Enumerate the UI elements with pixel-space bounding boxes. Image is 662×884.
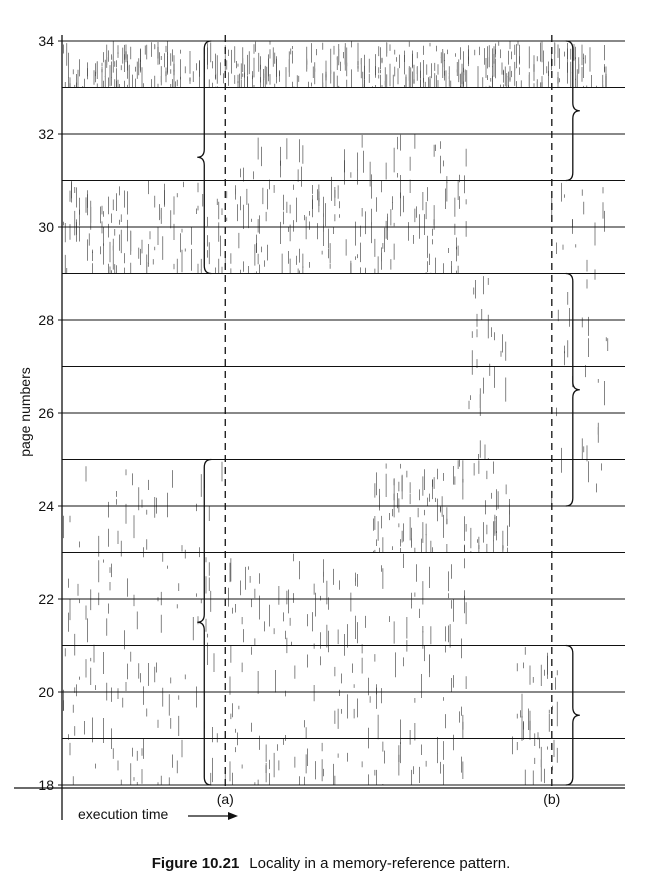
figure-number: Figure 10.21 [151,855,240,872]
memory-references [61,41,609,785]
time-marker-label: (b) [543,791,560,807]
axes [14,35,625,820]
locality-brace [565,272,580,507]
locality-brace [197,40,212,275]
reference-band [61,41,607,88]
x-axis-label: execution time [78,806,168,822]
figure-caption: Figure 10.21 Locality in a memory-referen… [0,855,662,872]
locality-braces [197,40,580,786]
y-tick-label: 20 [38,684,54,700]
time-marker-label: (a) [217,791,234,807]
page-grid-lines [62,40,625,786]
reference-band [230,134,467,274]
y-tick-labels: 18 20 22 24 26 28 30 32 34 [38,33,62,793]
locality-brace [565,40,580,182]
y-tick-label: 32 [38,126,54,142]
y-tick-label: 24 [38,498,54,514]
x-axis-arrow [188,812,238,820]
reference-band [63,180,228,274]
reference-band [230,553,467,785]
figure-caption-text: Locality in a memory-reference pattern. [249,855,511,872]
reference-band [512,647,558,785]
locality-brace [565,644,580,786]
y-tick-label: 18 [38,777,54,793]
locality-brace [197,458,212,786]
y-tick-label: 34 [38,33,54,49]
y-tick-label: 30 [38,219,54,235]
y-axis-label: page numbers [17,367,33,457]
reference-band [551,182,609,506]
time-markers: (a) (b) [217,35,560,807]
reference-band [468,276,507,460]
y-tick-label: 22 [38,591,54,607]
y-tick-label: 28 [38,312,54,328]
y-tick-label: 26 [38,405,54,421]
